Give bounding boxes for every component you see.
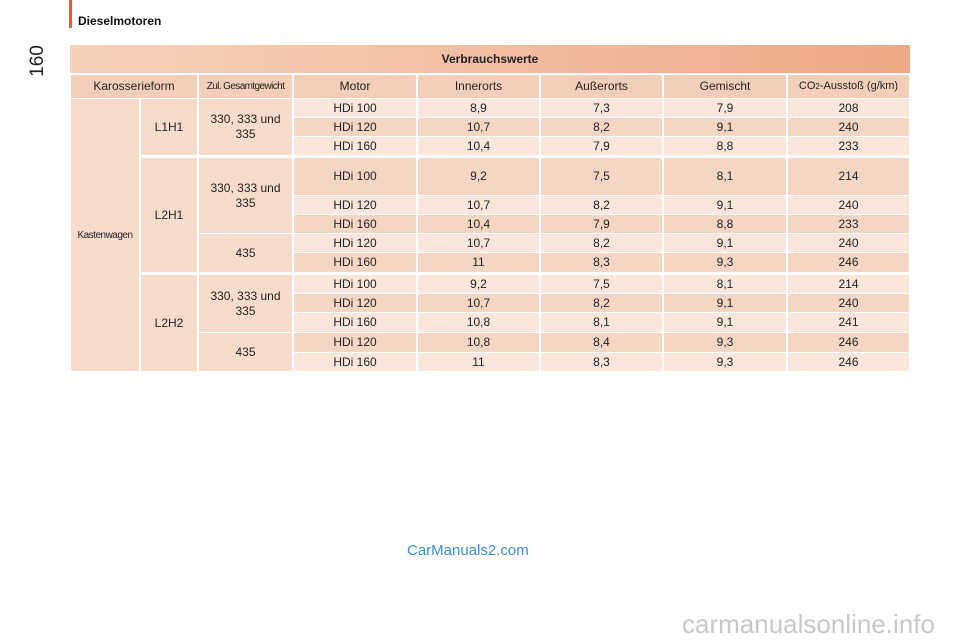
co2-header-subscript: 2 xyxy=(815,82,820,91)
value: 8,3 xyxy=(541,253,662,272)
page-number: 160 xyxy=(26,45,48,77)
value: 8,1 xyxy=(664,275,786,293)
value: 8,9 xyxy=(418,99,539,117)
value: 8,8 xyxy=(664,137,786,155)
value: 8,8 xyxy=(664,215,786,233)
value: 10,8 xyxy=(418,313,539,332)
value: 9,1 xyxy=(664,313,786,332)
column-header: CO 2 -Ausstoß (g/km) xyxy=(788,75,909,98)
value: 246 xyxy=(788,333,909,352)
engine: HDi 100 xyxy=(294,275,416,293)
body-type: Kastenwagen xyxy=(71,99,139,371)
value: 11 xyxy=(418,353,539,371)
value: 240 xyxy=(788,234,909,252)
value: 7,5 xyxy=(541,275,662,293)
value: 8,4 xyxy=(541,333,662,352)
engine: HDi 160 xyxy=(294,137,416,155)
value: 9,1 xyxy=(664,118,786,136)
value: 246 xyxy=(788,353,909,371)
value: 8,3 xyxy=(541,353,662,371)
value: 10,4 xyxy=(418,215,539,233)
value: 8,1 xyxy=(541,313,662,332)
value: 8,2 xyxy=(541,294,662,312)
value: 9,1 xyxy=(664,294,786,312)
value: 208 xyxy=(788,99,909,117)
variant: L2H2 xyxy=(141,275,197,371)
value: 9,2 xyxy=(418,275,539,293)
value: 7,5 xyxy=(541,158,662,195)
engine: HDi 120 xyxy=(294,234,416,252)
value: 9,3 xyxy=(664,353,786,371)
value: 11 xyxy=(418,253,539,272)
value: 10,7 xyxy=(418,118,539,136)
value: 10,8 xyxy=(418,333,539,352)
weight: 330, 333 und 335 xyxy=(199,275,292,332)
engine: HDi 160 xyxy=(294,253,416,272)
watermark: carmanualsonline.info xyxy=(682,609,935,639)
table-title: Verbrauchswerte xyxy=(70,45,910,73)
value: 9,2 xyxy=(418,158,539,195)
value: 8,2 xyxy=(541,196,662,214)
value: 8,2 xyxy=(541,118,662,136)
engine: HDi 160 xyxy=(294,215,416,233)
value: 9,1 xyxy=(664,234,786,252)
engine: HDi 120 xyxy=(294,118,416,136)
section-bar xyxy=(69,0,72,28)
engine: HDi 100 xyxy=(294,158,416,195)
value: 10,4 xyxy=(418,137,539,155)
engine: HDi 160 xyxy=(294,313,416,332)
value: 214 xyxy=(788,275,909,293)
co2-header-suffix: -Ausstoß (g/km) xyxy=(819,80,899,92)
weight: 435 xyxy=(199,234,292,272)
weight: 330, 333 und 335 xyxy=(199,158,292,233)
weight: 435 xyxy=(199,333,292,371)
engine: HDi 120 xyxy=(294,333,416,352)
value: 7,9 xyxy=(541,215,662,233)
value: 233 xyxy=(788,215,909,233)
value: 240 xyxy=(788,294,909,312)
engine: HDi 120 xyxy=(294,196,416,214)
column-header: Gemischt xyxy=(664,75,786,98)
watermark: CarManuals2.com xyxy=(407,542,529,559)
variant: L2H1 xyxy=(141,158,197,272)
value: 10,7 xyxy=(418,196,539,214)
co2-header-prefix: CO xyxy=(798,80,816,92)
value: 9,3 xyxy=(664,253,786,272)
value: 7,9 xyxy=(664,99,786,117)
engine: HDi 160 xyxy=(294,353,416,371)
value: 8,1 xyxy=(664,158,786,195)
engine: HDi 100 xyxy=(294,99,416,117)
value: 214 xyxy=(788,158,909,195)
column-header: Außerorts xyxy=(541,75,662,98)
value: 240 xyxy=(788,196,909,214)
value: 9,3 xyxy=(664,333,786,352)
column-header: Karosserieform xyxy=(71,75,197,98)
value: 10,7 xyxy=(418,234,539,252)
value: 233 xyxy=(788,137,909,155)
weight: 330, 333 und 335 xyxy=(199,99,292,155)
value: 246 xyxy=(788,253,909,272)
column-header: Innerorts xyxy=(418,75,539,98)
value: 241 xyxy=(788,313,909,332)
section-title: Dieselmotoren xyxy=(78,14,162,28)
column-header: Motor xyxy=(294,75,416,98)
value: 8,2 xyxy=(541,234,662,252)
value: 10,7 xyxy=(418,294,539,312)
value: 7,3 xyxy=(541,99,662,117)
value: 7,9 xyxy=(541,137,662,155)
value: 9,1 xyxy=(664,196,786,214)
variant: L1H1 xyxy=(141,99,197,155)
value: 240 xyxy=(788,118,909,136)
engine: HDi 120 xyxy=(294,294,416,312)
column-header: Zul. Gesamtgewicht xyxy=(199,75,292,98)
